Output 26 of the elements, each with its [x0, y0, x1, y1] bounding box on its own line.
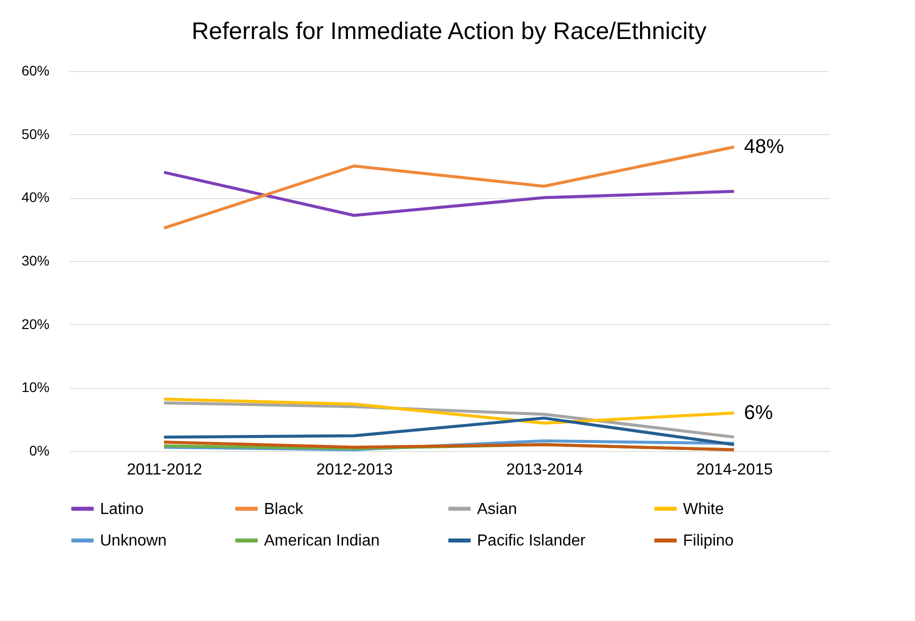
annotation: 6%	[744, 402, 774, 424]
line-series	[162, 398, 736, 425]
y-tick-label: 50%	[21, 126, 50, 142]
chart-title: Referrals for Immediate Action by Race/Ethnicity	[192, 18, 706, 45]
y-tick-label: 20%	[21, 316, 50, 332]
legend-label: Latino	[100, 500, 144, 518]
legend-label: White	[683, 500, 724, 518]
line-series	[162, 146, 736, 230]
line-series	[162, 170, 736, 217]
x-tick-label: 2011-2012	[126, 462, 202, 478]
y-tick-label: 60%	[21, 62, 50, 78]
x-tick-label: 2014-2015	[696, 462, 773, 478]
legend-label: Unknown	[100, 532, 167, 550]
x-tick-label: 2012-2013	[316, 462, 393, 478]
y-tick-label: 0%	[29, 442, 50, 458]
legend-label: Filipino	[683, 532, 734, 550]
legend-label: Black	[264, 500, 304, 518]
y-tick-label: 10%	[21, 379, 50, 396]
legend-label: Pacific Islander	[477, 532, 586, 550]
legend-label: American Indian	[264, 532, 380, 550]
annotation: 48%	[744, 136, 784, 158]
y-tick-label: 30%	[21, 252, 50, 268]
x-tick-label: 2013-2014	[506, 462, 583, 478]
legend-label: Asian	[477, 500, 518, 518]
y-tick-label: 40%	[21, 189, 50, 206]
line-series	[162, 416, 736, 446]
